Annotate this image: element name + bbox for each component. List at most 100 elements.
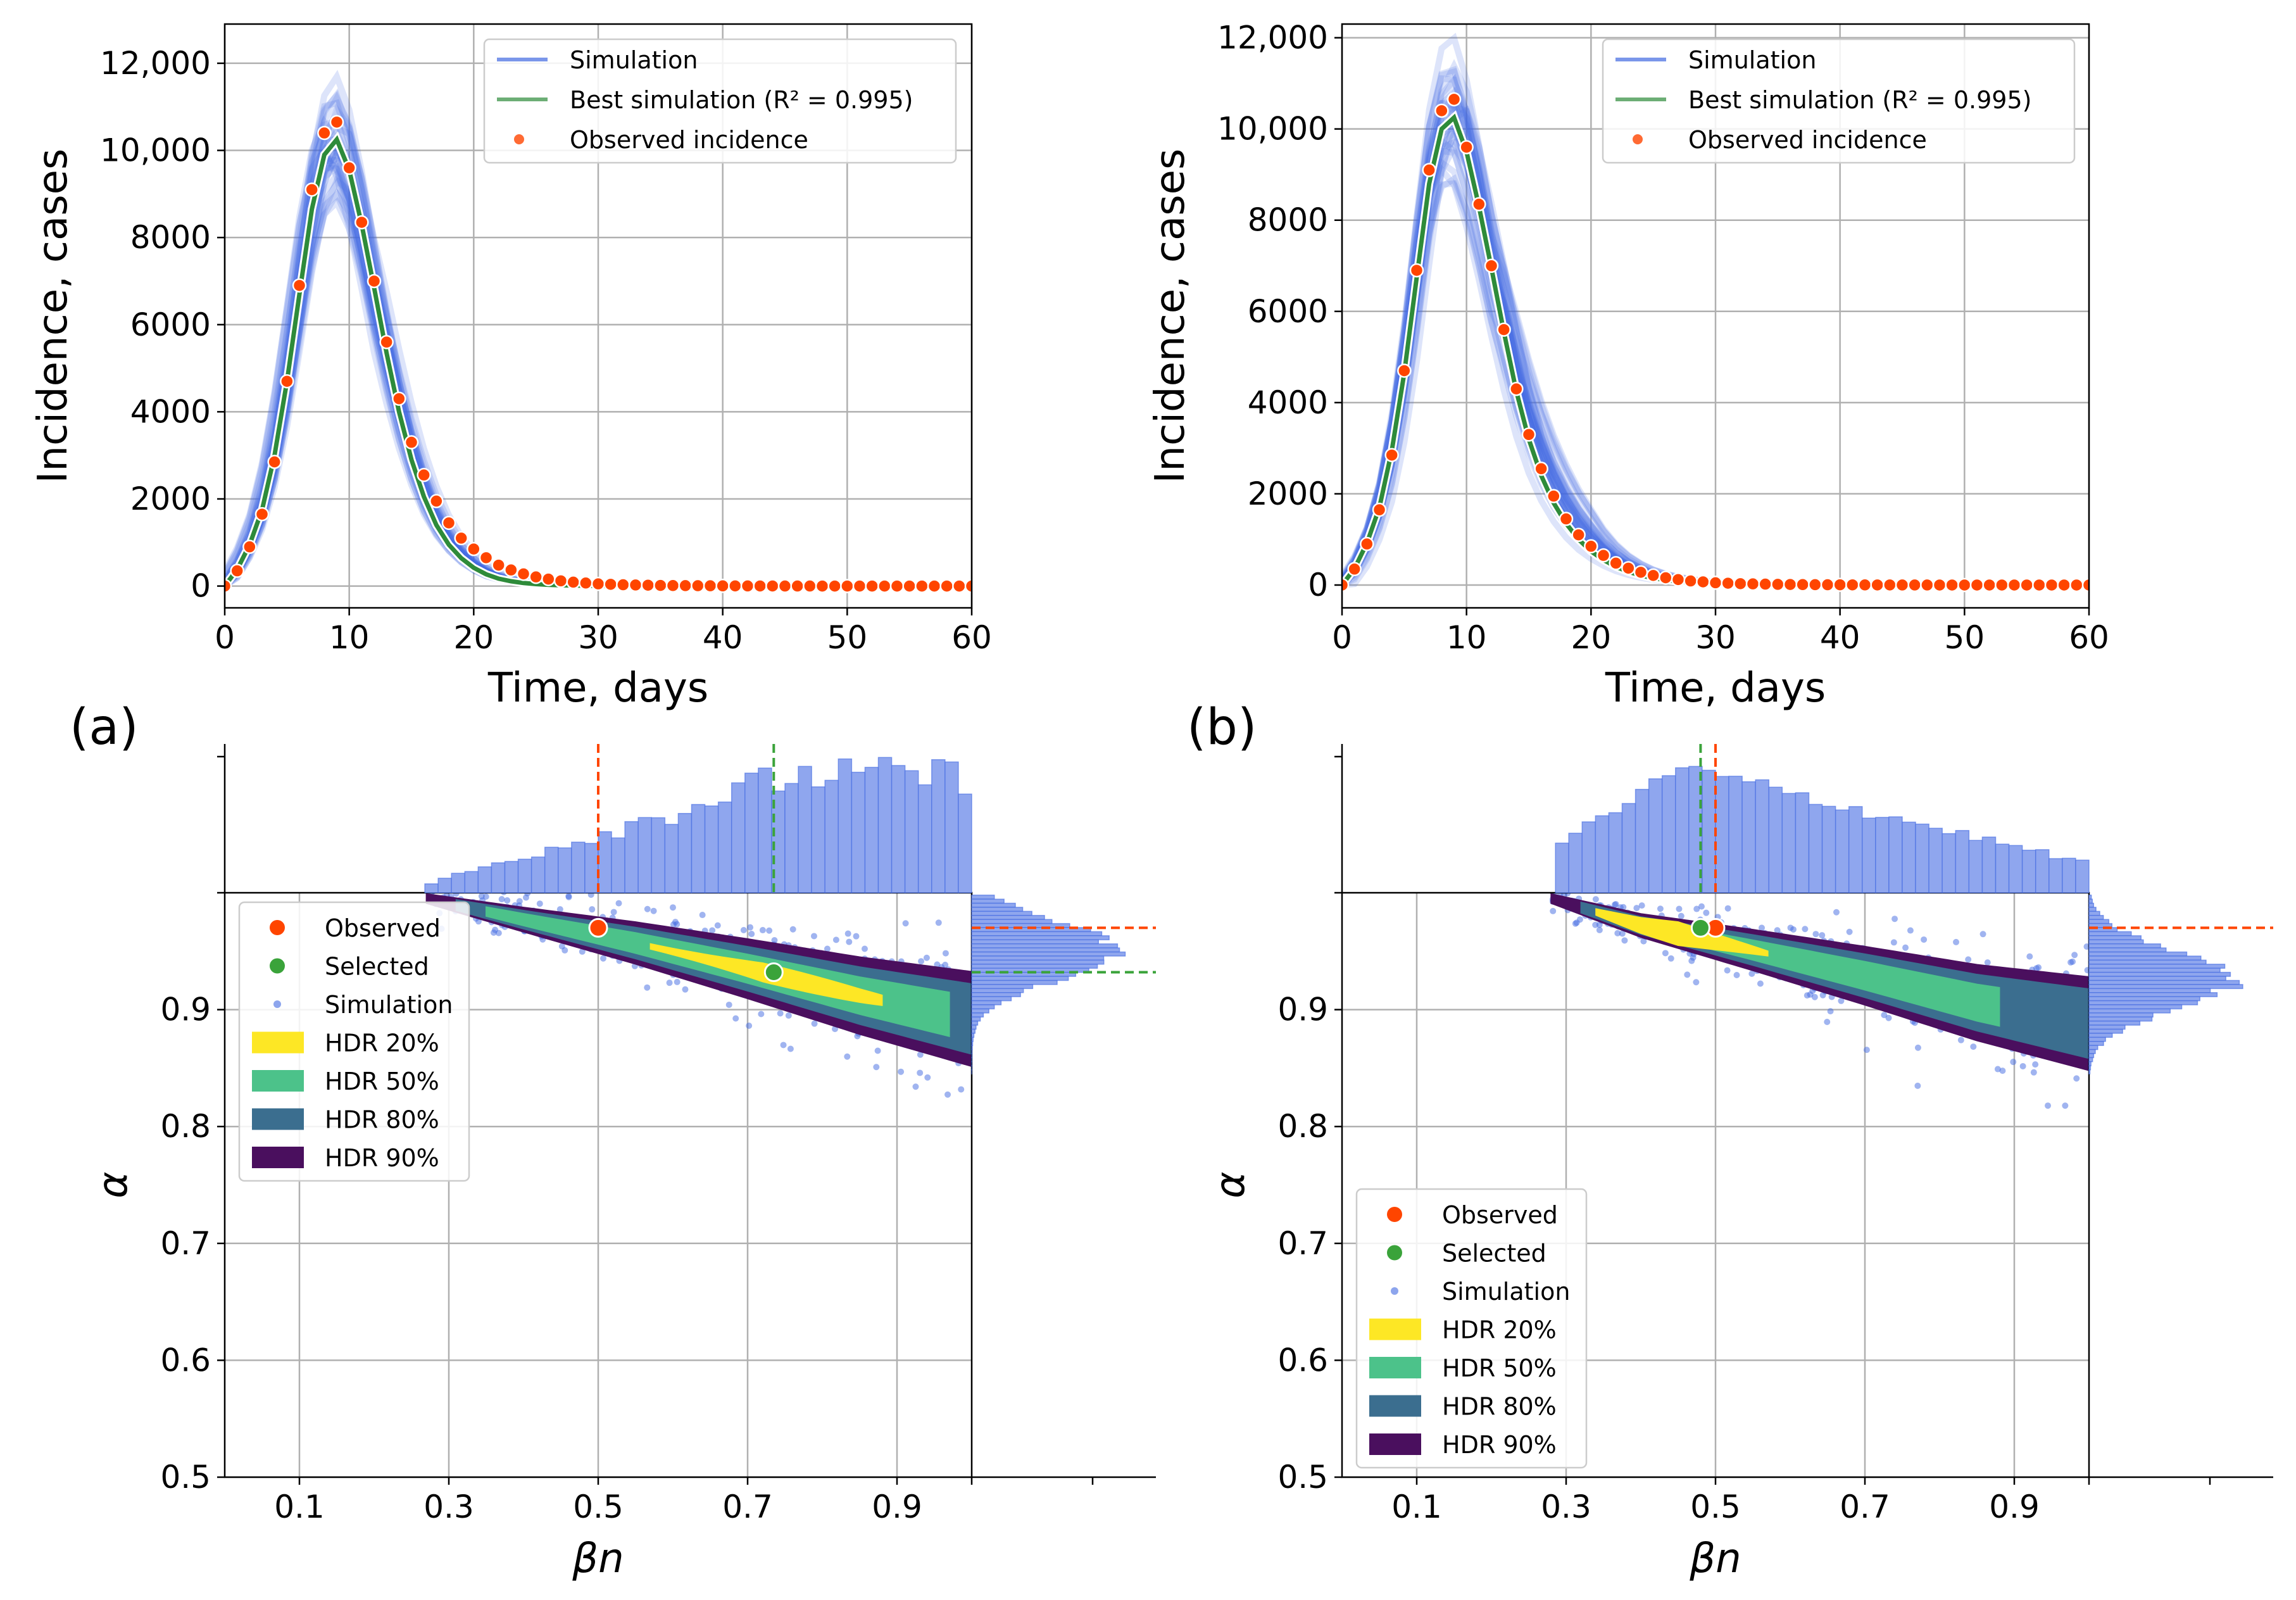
observed-incidence-point [392, 393, 405, 405]
histogram-bar [1636, 790, 1649, 893]
simulation-point [611, 909, 617, 915]
observed-incidence-point [915, 580, 928, 593]
observed-incidence-point [368, 275, 380, 287]
simulation-point [1676, 906, 1682, 912]
observed-incidence-point [330, 116, 343, 129]
observed-incidence-point [2045, 579, 2058, 591]
observed-incidence-point [1697, 576, 1709, 588]
simulation-point [2032, 1061, 2038, 1068]
observed-incidence-point [1498, 324, 1510, 336]
observed-incidence-point [2033, 579, 2045, 591]
histogram-bar [438, 878, 451, 893]
observed-incidence-point [517, 567, 530, 580]
observed-incidence-point [1547, 490, 1560, 503]
simulation-point [1914, 1083, 1921, 1089]
simulation-point [1812, 994, 1818, 1000]
legend-label: HDR 50% [1442, 1354, 1557, 1382]
histogram-bar [1609, 813, 1622, 893]
histogram-bar [2089, 960, 2206, 964]
legend-label: HDR 80% [1442, 1393, 1557, 1421]
histogram-bar [1902, 822, 1916, 893]
observed-incidence-point [1485, 260, 1498, 272]
histogram-bar [2089, 1045, 2098, 1049]
x-tick-label: 10 [1446, 619, 1487, 656]
simulation-point [644, 906, 651, 912]
legend-hdr80-swatch [252, 1109, 304, 1130]
histogram-bar [1582, 822, 1595, 893]
observed-incidence-point [2058, 579, 2071, 591]
simulation-point [1864, 1047, 1870, 1053]
histogram-bar [2089, 948, 2166, 952]
histogram-bar [2089, 968, 2220, 972]
simulation-point [644, 985, 650, 991]
simulation-point [2020, 1063, 2026, 1069]
observed-incidence-point [480, 551, 492, 564]
observed-incidence-point [928, 580, 941, 593]
y-tick-label: 4000 [1248, 384, 1328, 421]
histogram-bar [2089, 1017, 2152, 1021]
beta-marginal-histogram [217, 744, 972, 893]
legend-label: Simulation [325, 991, 453, 1019]
simulation-point [786, 1012, 792, 1019]
histogram-bar [2062, 858, 2076, 893]
simulation-point [667, 980, 673, 986]
histogram-bar [812, 787, 825, 893]
observed-incidence-point [717, 579, 729, 592]
histogram-bar [758, 768, 772, 893]
simulation-point [1902, 945, 1909, 951]
observed-incidence-point [592, 577, 605, 590]
y-tick-label: 0.8 [160, 1108, 211, 1145]
panel-label: (b) [1187, 699, 1257, 756]
simulation-point [2045, 1102, 2051, 1109]
histogram-bar [2089, 997, 2200, 1000]
histogram-bar [425, 884, 438, 893]
histogram-bar [972, 956, 1104, 960]
simulation-point [777, 1010, 784, 1016]
histogram-bar [612, 838, 625, 893]
histogram-bar [451, 873, 465, 893]
simulation-point [670, 904, 676, 910]
simulation-point [873, 1064, 879, 1070]
y-axis-title: Incidence, cases [30, 149, 77, 484]
observed-incidence-point [380, 336, 393, 348]
histogram-bar [572, 842, 585, 893]
simulation-point [1915, 1045, 1921, 1051]
observed-incidence-point [816, 580, 829, 593]
observed-incidence-point [268, 456, 281, 469]
simulation-point [1790, 926, 1797, 933]
y-tick-label: 10,000 [100, 132, 211, 169]
observed-incidence-point [355, 216, 368, 229]
legend-hdr80-swatch [1369, 1395, 1421, 1417]
observed-incidence-point [418, 469, 430, 481]
histogram-bar [1769, 787, 1782, 893]
simulation-point [1684, 971, 1690, 978]
histogram-bar [972, 1021, 977, 1025]
alpha-marginal-histogram [2089, 895, 2273, 1485]
legend-selected-marker [1387, 1245, 1402, 1261]
histogram-bar [532, 857, 545, 893]
simulation-point [845, 931, 851, 937]
histogram-bar [2049, 859, 2062, 893]
observed-incidence-point [779, 580, 791, 593]
observed-parameter-point [589, 919, 607, 936]
simulation-point [1891, 939, 1897, 945]
histogram-bar [478, 867, 491, 893]
observed-incidence-point [1896, 579, 1909, 591]
histogram-bar [2089, 944, 2161, 948]
selected-parameter-point [765, 964, 782, 981]
legend-label: Observed [1442, 1201, 1558, 1229]
histogram-bar [972, 976, 1069, 980]
y-axis-title: Incidence, cases [1147, 149, 1194, 484]
observed-incidence-point [579, 577, 592, 589]
legend-label: Observed incidence [570, 126, 808, 154]
observed-incidence-point [841, 580, 853, 593]
observed-incidence-point [1560, 513, 1572, 526]
observed-incidence-point [1983, 579, 1996, 591]
simulation-point [1703, 910, 1709, 916]
histogram-bar [972, 952, 1126, 956]
observed-incidence-point [1610, 557, 1622, 569]
